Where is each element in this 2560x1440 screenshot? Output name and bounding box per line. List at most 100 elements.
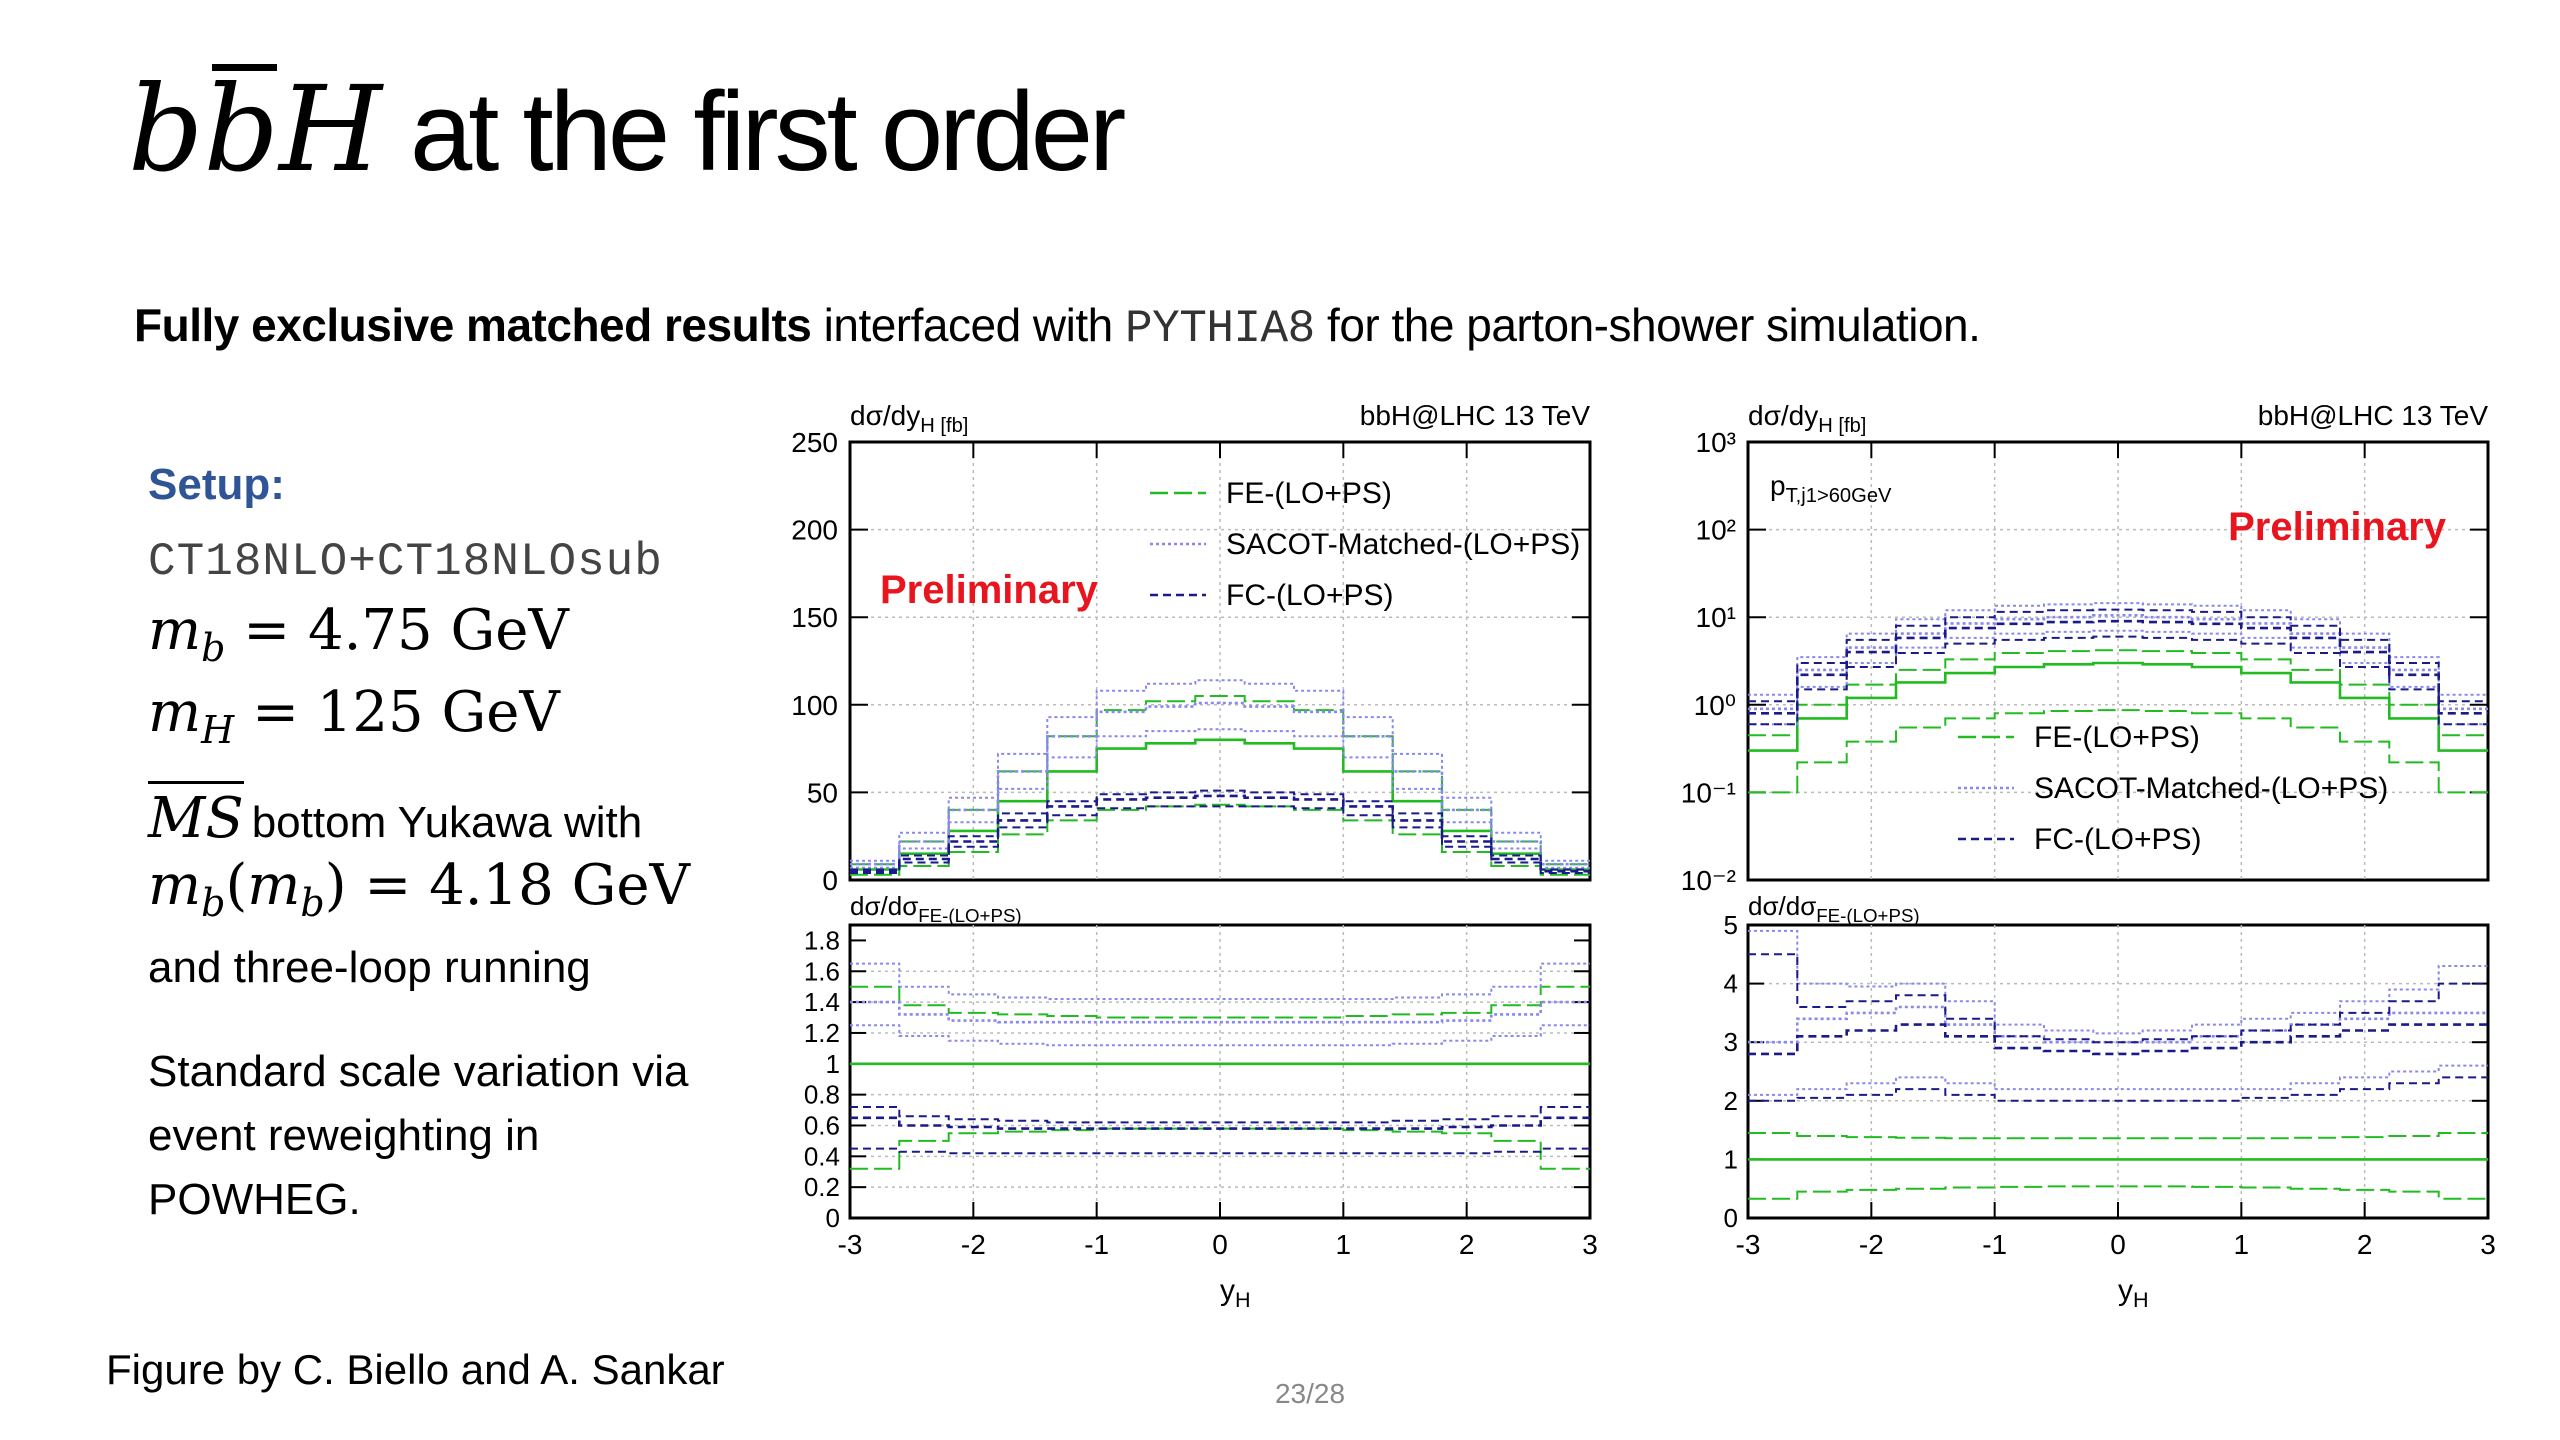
series-fe-lower <box>850 803 1590 876</box>
legend-label: FE-(LO+PS) <box>1226 477 1392 510</box>
series-sacot-central <box>850 701 1590 866</box>
subtitle-bold: Fully exclusive matched results <box>134 299 812 351</box>
series-fc-lower <box>1748 635 2488 726</box>
series-fe-central <box>850 738 1590 871</box>
series-fc-central <box>850 1116 1590 1130</box>
series-fe-upper <box>1748 1132 2488 1140</box>
x-tick-label: 1 <box>2234 1229 2250 1260</box>
series-sacot-central <box>850 1000 1590 1024</box>
cut-label: pT,j1>60GeV <box>1770 470 1892 507</box>
process-label: bbH@LHC 13 TeV <box>1360 400 1591 431</box>
y-tick-label: 10¹ <box>1696 602 1736 633</box>
series-fc-upper <box>850 789 1590 871</box>
chart-right: -3 -2 -1 0 1 2 3 10⁻² 10⁻¹ 10⁰ 10¹ 10² 10³ 0 1 2 3 4 5 dσ/d… <box>1681 400 2496 1312</box>
y-tick-label: 10⁻¹ <box>1681 777 1736 808</box>
series-fe-lower <box>1748 1185 2488 1200</box>
msbar-line: MS bottom Yukawa with <box>148 781 768 852</box>
scale-variation-text: Standard scale variation via event rewei… <box>148 1046 689 1224</box>
y-tick-label: 200 <box>791 515 838 546</box>
series-fc-upper <box>850 1106 1590 1124</box>
preliminary-label: Preliminary <box>880 568 1099 612</box>
y-tick-label: 250 <box>791 427 838 458</box>
process-label: bbH@LHC 13 TeV <box>2258 400 2489 431</box>
y-tick-label: 10⁰ <box>1694 690 1736 721</box>
series-fc-upper <box>1748 953 2488 1044</box>
y-tick-label: 50 <box>807 777 838 808</box>
series-sacot-upper <box>1748 929 2488 1035</box>
x-tick-label: -2 <box>1859 1229 1884 1260</box>
y-tick-label: 0.2 <box>804 1172 840 1202</box>
series-fe-upper <box>850 985 1590 1019</box>
subtitle-pre: interfaced with <box>823 299 1114 351</box>
legend-label: SACOT-Matched-(LO+PS) <box>1226 528 1580 561</box>
series-fc-lower <box>850 805 1590 874</box>
legend-label: FE-(LO+PS) <box>2034 721 2200 754</box>
pdf-set: CT18NLO+CT18NLOsub <box>148 536 663 588</box>
subtitle-mono: PYTHIA8 <box>1125 303 1315 355</box>
series-fc-central <box>850 794 1590 873</box>
ratio-axis-label: dσ/dσFE-(LO+PS) <box>1748 891 1920 926</box>
ratio-axis-label: dσ/dσFE-(LO+PS) <box>850 891 1022 926</box>
x-tick-label: -2 <box>961 1229 986 1260</box>
y-tick-label: 0 <box>826 1203 840 1233</box>
y-tick-label: 100 <box>791 690 838 721</box>
y-tick-label: 3 <box>1724 1027 1738 1057</box>
y-tick-label: 10³ <box>1696 427 1736 458</box>
series-fc-lower <box>1748 1076 2488 1102</box>
legend-label: FC-(LO+PS) <box>2034 823 2202 856</box>
y-tick-label: 0 <box>822 865 838 896</box>
subtitle-post: for the parton-shower simulation. <box>1327 299 1981 351</box>
setup-heading: Setup: <box>148 460 285 509</box>
ratio-frame <box>1746 923 2490 1220</box>
title-math-b: b <box>128 60 204 198</box>
x-tick-label: -3 <box>838 1229 863 1260</box>
y-tick-label: 1 <box>1724 1144 1738 1174</box>
y-tick-label: 1 <box>826 1049 840 1079</box>
slide-title: b b H at the first order <box>128 60 1126 220</box>
mbmb-equation: mb(mb) = 4.18 GeV <box>148 853 690 926</box>
y-tick-label: 1.8 <box>804 925 840 955</box>
y-axis-label: dσ/dyH [fb] <box>1748 400 1866 437</box>
x-axis-label: yH <box>2118 1274 2149 1312</box>
y-tick-label: 4 <box>1724 969 1738 999</box>
title-text: at the first order <box>410 69 1126 194</box>
x-tick-label: -3 <box>1736 1229 1761 1260</box>
x-tick-label: -1 <box>1084 1229 1109 1260</box>
y-tick-label: 10² <box>1696 515 1736 546</box>
page-number: 23/28 <box>1274 1378 1346 1409</box>
chart-left: -3 -2 -1 0 1 2 305010015020025000.20.40.60.811… <box>791 400 1598 1312</box>
x-tick-label: 2 <box>1459 1229 1475 1260</box>
running-text: and three-loop running <box>148 942 591 992</box>
y-tick-label: 1.4 <box>804 987 840 1017</box>
series-sacot-lower <box>1748 629 2488 726</box>
x-tick-label: 3 <box>1582 1229 1598 1260</box>
ratio-frame <box>848 923 1592 1220</box>
x-tick-label: 2 <box>2357 1229 2373 1260</box>
y-tick-label: 0 <box>1724 1203 1738 1233</box>
y-tick-label: 0.4 <box>804 1141 840 1171</box>
figure-caption: Figure by C. Biello and A. Sankar <box>106 1346 725 1393</box>
mb-equation: mb = 4.75 GeV <box>148 598 569 671</box>
legend-label: SACOT-Matched-(LO+PS) <box>2034 772 2388 805</box>
y-tick-label: 1.2 <box>804 1018 840 1048</box>
x-axis-label: yH <box>1220 1274 1251 1312</box>
y-tick-label: 0.8 <box>804 1080 840 1110</box>
series-fc-upper <box>1748 608 2488 703</box>
series-fc-central <box>1748 619 2488 715</box>
x-tick-label: 0 <box>1212 1229 1228 1260</box>
y-tick-label: 5 <box>1724 910 1738 940</box>
title-math-bbar: b <box>203 60 280 198</box>
series-fe-central <box>1748 661 2488 752</box>
setup-panel: Setup: CT18NLO+CT18NLOsub mb = 4.75 GeV … <box>148 460 768 1232</box>
subtitle: Fully exclusive matched results interfac… <box>134 298 1981 355</box>
y-axis-label: dσ/dyH [fb] <box>850 400 968 437</box>
series-sacot-upper <box>1748 602 2488 696</box>
y-tick-label: 2 <box>1724 1086 1738 1116</box>
x-tick-label: -1 <box>1982 1229 2007 1260</box>
preliminary-label: Preliminary <box>2228 505 2447 549</box>
series-sacot-lower <box>1748 1064 2488 1096</box>
x-tick-label: 0 <box>2110 1229 2126 1260</box>
series-sacot-central <box>1748 614 2488 711</box>
series-fc-central <box>1748 1023 2488 1056</box>
x-tick-label: 3 <box>2480 1229 2496 1260</box>
